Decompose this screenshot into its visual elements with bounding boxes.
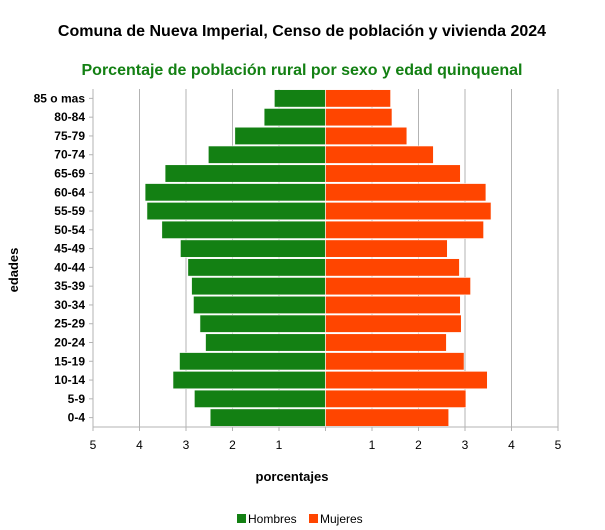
bar-hombres-35-39 (191, 277, 326, 296)
bar-hombres-45-49 (180, 239, 326, 258)
y-tick-label: 25-29 (54, 317, 85, 331)
x-tick-label: 1 (276, 438, 283, 452)
legend-label-hombres: Hombres (248, 512, 297, 526)
plot-area: 5 4 3 2 1 1 2 3 4 5 0-4 5-9 10-14 15-19 20-24 25-29 30-… (34, 89, 562, 452)
bar-hombres-50-54 (161, 220, 326, 239)
x-axis-ticks: 5 4 3 2 1 1 2 3 4 5 (90, 427, 562, 452)
grid-lines (92, 89, 559, 427)
bar-hombres-75-79 (234, 126, 326, 145)
legend: Hombres Mujeres (237, 512, 363, 526)
plot-background (93, 89, 558, 427)
bar-hombres-10-14 (172, 371, 326, 390)
bar-mujeres-75-79 (325, 126, 408, 145)
y-tick-label: 0-4 (68, 411, 86, 425)
bar-mujeres-70-74 (325, 145, 434, 164)
y-tick-label: 20-24 (54, 336, 85, 350)
legend-item-mujeres: Mujeres (309, 512, 363, 526)
bar-mujeres-65-69 (325, 164, 461, 183)
bar-mujeres-50-54 (325, 220, 484, 239)
x-tick-label: 2 (415, 438, 422, 452)
y-axis-ticks: 0-4 5-9 10-14 15-19 20-24 25-29 30-34 35-39 40-4… (34, 91, 93, 425)
x-tick-label: 1 (369, 438, 376, 452)
bar-mujeres-80-84 (325, 108, 393, 127)
bar-hombres-60-64 (144, 183, 326, 202)
bar-hombres-20-24 (205, 333, 326, 352)
x-tick-label: 3 (183, 438, 190, 452)
series-hombres-bars (144, 89, 326, 427)
bar-hombres-15-19 (179, 352, 326, 371)
bar-mujeres-5-9 (325, 389, 467, 408)
y-tick-label: 75-79 (54, 129, 85, 143)
bar-mujeres-25-29 (325, 314, 462, 333)
y-tick-label: 15-19 (54, 354, 85, 368)
y-axis-title: edades (6, 248, 21, 293)
bar-mujeres-15-19 (325, 352, 465, 371)
x-tick-label: 2 (229, 438, 236, 452)
bar-mujeres-0-4 (325, 408, 450, 427)
legend-swatch-hombres (237, 514, 246, 523)
y-tick-label: 70-74 (54, 148, 85, 162)
y-tick-label: 85 o mas (34, 91, 86, 105)
x-tick-label: 3 (462, 438, 469, 452)
chart-title: Comuna de Nueva Imperial, Censo de pobla… (58, 23, 546, 40)
legend-item-hombres: Hombres (237, 512, 297, 526)
y-tick-label: 65-69 (54, 167, 85, 181)
bar-hombres-55-59 (146, 202, 326, 221)
y-tick-label: 10-14 (54, 373, 85, 387)
bar-mujeres-45-49 (325, 239, 448, 258)
bar-hombres-25-29 (199, 314, 326, 333)
bar-mujeres-35-39 (325, 277, 471, 296)
x-axis-title: porcentajes (256, 469, 329, 484)
bar-hombres-5-9 (194, 389, 326, 408)
bar-mujeres-85-o-mas (325, 89, 391, 108)
bar-hombres-30-34 (193, 295, 326, 314)
bar-mujeres-60-64 (325, 183, 487, 202)
bar-mujeres-55-59 (325, 202, 492, 221)
bar-mujeres-20-24 (325, 333, 447, 352)
bar-mujeres-10-14 (325, 371, 488, 390)
x-tick-label: 4 (508, 438, 515, 452)
x-tick-label: 5 (90, 438, 97, 452)
y-tick-label: 80-84 (54, 110, 85, 124)
y-tick-label: 50-54 (54, 223, 85, 237)
x-tick-label: 4 (136, 438, 143, 452)
bar-hombres-80-84 (263, 108, 326, 127)
bar-hombres-85-o-mas (274, 89, 326, 108)
series-mujeres-bars (325, 89, 492, 427)
y-tick-label: 35-39 (54, 279, 85, 293)
bar-mujeres-30-34 (325, 295, 461, 314)
chart-subtitle: Porcentaje de población rural por sexo y… (82, 62, 523, 79)
y-tick-label: 5-9 (68, 392, 86, 406)
y-tick-label: 45-49 (54, 242, 85, 256)
bar-hombres-70-74 (208, 145, 326, 164)
y-tick-label: 30-34 (54, 298, 85, 312)
x-tick-label: 5 (555, 438, 562, 452)
legend-label-mujeres: Mujeres (320, 512, 363, 526)
bar-hombres-40-44 (187, 258, 326, 277)
bar-mujeres-40-44 (325, 258, 460, 277)
y-tick-label: 40-44 (54, 260, 85, 274)
bar-hombres-65-69 (164, 164, 326, 183)
legend-swatch-mujeres (309, 514, 318, 523)
bar-hombres-0-4 (209, 408, 326, 427)
y-tick-label: 55-59 (54, 204, 85, 218)
y-tick-label: 60-64 (54, 185, 85, 199)
